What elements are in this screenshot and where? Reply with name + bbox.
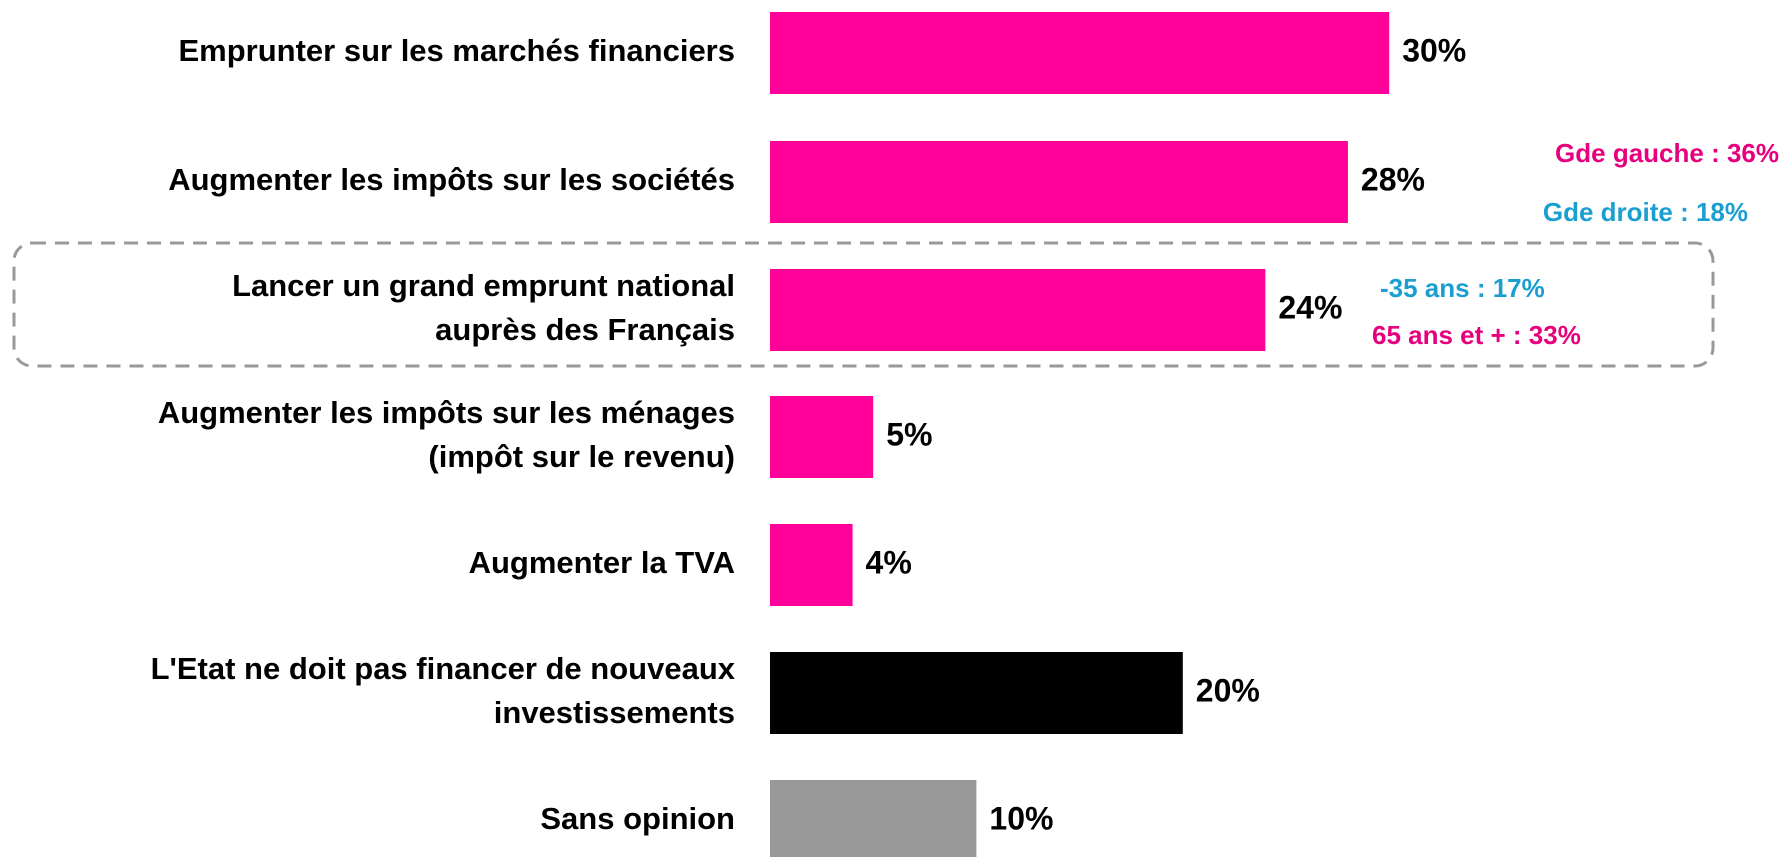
value-label: 4% [866,544,912,580]
bar [770,12,1390,94]
category-label: Augmenter les impôts sur les ménages (imp… [158,395,735,474]
bar [770,652,1183,734]
category-label: L'Etat ne doit pas financer de nouveaux i… [151,651,736,730]
value-label: 24% [1278,289,1342,325]
value-label: 30% [1402,32,1466,68]
annotation: -35 ans : 17% [1380,273,1545,303]
value-label: 5% [886,416,932,452]
category-label: Emprunter sur les marchés financiers [178,33,735,68]
annotation: Gde droite : 18% [1543,197,1748,227]
bar [770,524,853,606]
value-label: 20% [1196,672,1260,708]
category-label: Sans opinion [540,801,735,836]
bar [770,269,1266,351]
annotation: 65 ans et + : 33% [1372,320,1581,350]
annotation: Gde gauche : 36% [1555,138,1779,168]
bar [770,141,1348,223]
category-label: Augmenter les impôts sur les sociétés [168,162,735,197]
highlight-box [12,241,1715,368]
bar [770,396,874,478]
category-label: Augmenter la TVA [469,545,735,580]
value-label: 10% [989,800,1053,836]
bar [770,780,977,857]
value-label: 28% [1361,161,1425,197]
category-label: Lancer un grand emprunt national auprès d… [232,268,735,347]
